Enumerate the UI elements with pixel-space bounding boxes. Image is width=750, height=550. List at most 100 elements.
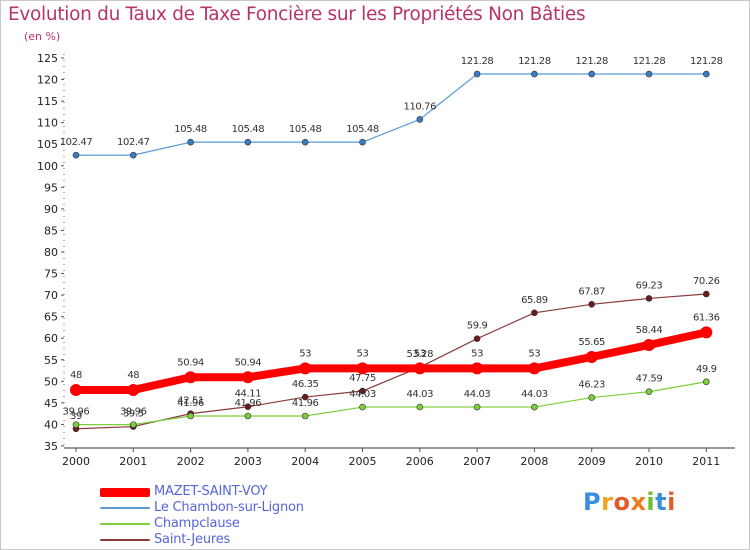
series-line (75, 73, 707, 156)
logo-letter: i (667, 488, 676, 516)
x-tick-label: 2001 (119, 455, 147, 468)
data-label: 44.03 (406, 389, 433, 400)
data-point (531, 309, 538, 317)
y-tick-label: 95 (44, 181, 58, 194)
data-label: 55.65 (578, 337, 605, 348)
data-label: 105.48 (174, 124, 207, 135)
chart-title: Evolution du Taux de Taxe Foncière sur l… (8, 4, 586, 25)
data-label: 102.47 (117, 137, 150, 148)
data-point (473, 70, 481, 78)
x-tick-label: 2000 (62, 455, 90, 468)
series-0 (70, 326, 713, 396)
data-label: 39.5 (123, 409, 144, 420)
data-label: 48 (70, 370, 82, 381)
data-point (702, 70, 710, 78)
logo-letter: i (646, 488, 656, 516)
data-label: 39 (70, 411, 82, 422)
x-tick-label: 2004 (291, 455, 319, 468)
data-point (244, 412, 252, 420)
data-point (702, 290, 710, 298)
series-line (72, 328, 711, 394)
y-tick-label: 70 (44, 289, 58, 302)
data-label: 70.26 (693, 276, 720, 287)
data-point (299, 362, 312, 375)
data-point (531, 70, 538, 78)
data-point (127, 383, 140, 396)
data-labels: 48 48 50.94 50.94 53 53 53 53 53 55.65 58.44 61.36 1… (60, 56, 723, 422)
data-label: 39.96 (120, 407, 147, 418)
y-tick-label: 40 (44, 418, 58, 431)
data-point (72, 151, 80, 159)
x-tick-label: 2010 (635, 455, 663, 468)
data-label: 50.94 (177, 357, 204, 368)
data-point (645, 295, 653, 302)
data-label: 61.36 (693, 312, 720, 323)
data-point (473, 335, 481, 342)
data-point (241, 371, 254, 384)
series-layer (70, 70, 713, 433)
series-line (75, 381, 707, 426)
data-label: 53 (528, 348, 540, 359)
data-point (356, 362, 369, 375)
y-tick-label: 55 (44, 354, 58, 367)
data-point (130, 151, 137, 159)
data-label: 44.03 (464, 389, 491, 400)
data-label: 53 (414, 348, 426, 359)
series-1 (72, 70, 710, 159)
data-label: 67.87 (578, 286, 605, 297)
data-label: 121.28 (575, 56, 608, 67)
data-point (531, 403, 538, 411)
logo-letter: P (583, 488, 602, 516)
x-tick-label: 2009 (578, 455, 606, 468)
legend-label: Champclause (154, 516, 240, 531)
y-tick-label: 75 (44, 268, 58, 281)
data-point (473, 403, 481, 411)
data-label: 44.03 (349, 389, 376, 400)
data-point (244, 403, 252, 411)
data-point (359, 138, 366, 146)
data-label: 105.48 (346, 124, 379, 135)
y-tick-label: 45 (44, 397, 58, 410)
data-point (130, 421, 137, 428)
legend-swatch (100, 487, 150, 497)
x-tick-label: 2011 (692, 455, 720, 468)
data-point (645, 388, 653, 396)
data-label: 41.96 (177, 398, 204, 409)
y-tick-label: 60 (44, 332, 58, 345)
y-tick-label: 50 (44, 375, 58, 388)
y-tick-label: 105 (37, 138, 58, 151)
series-2 (72, 378, 710, 428)
logo-letter: x (630, 488, 647, 516)
data-point (643, 338, 655, 351)
data-label: 53 (357, 348, 369, 359)
y-tick-label: 65 (44, 311, 58, 324)
data-point (359, 387, 366, 395)
data-point (471, 362, 484, 375)
data-label: 53 (471, 348, 483, 359)
data-label: 121.28 (518, 56, 551, 67)
x-tick-label: 2003 (234, 455, 262, 468)
x-tick-label: 2002 (177, 455, 205, 468)
data-point (301, 412, 309, 420)
data-point (301, 138, 309, 146)
data-label: 44.03 (521, 389, 548, 400)
legend-swatch (100, 507, 150, 509)
y-tick-label: 80 (44, 246, 58, 259)
data-point (702, 378, 710, 386)
data-label: 102.47 (60, 137, 93, 148)
unit-label: (en %) (24, 30, 61, 43)
x-tick-label: 2006 (406, 455, 434, 468)
y-tick-label: 115 (37, 95, 58, 108)
y-tick-label: 35 (44, 440, 58, 453)
data-label: 105.48 (232, 124, 265, 135)
data-point (359, 403, 366, 411)
data-label: 105.48 (289, 124, 322, 135)
data-label: 49.9 (696, 364, 717, 375)
data-point (187, 412, 194, 420)
legend-label: MAZET-SAINT-VOY (154, 484, 268, 499)
data-label: 44.11 (235, 389, 262, 400)
y-tick-label: 110 (37, 117, 58, 130)
data-label: 110.76 (404, 101, 437, 112)
data-point (645, 70, 653, 78)
